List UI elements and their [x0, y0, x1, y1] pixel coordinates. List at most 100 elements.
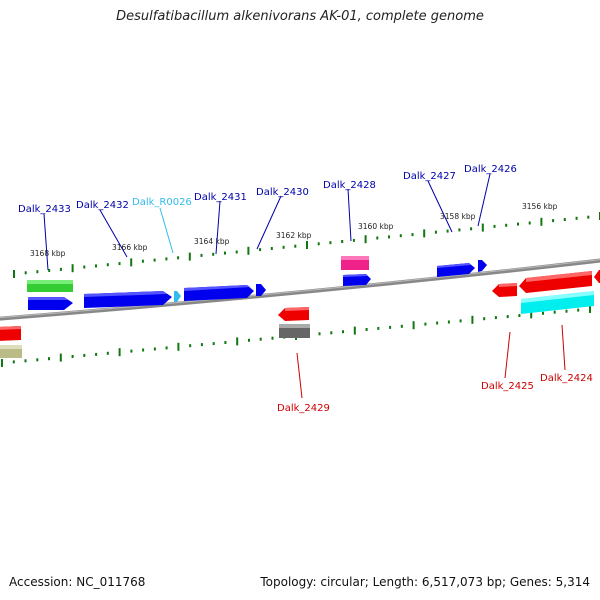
gene-Dalk_2427[interactable] — [437, 263, 475, 277]
gene-Dalk_2428-magenta[interactable] — [341, 256, 369, 270]
chromosome-backbone-highlight — [0, 259, 600, 319]
scale-label-3162: 3162 kbp — [276, 231, 312, 240]
upper-scale-tick — [118, 262, 121, 266]
upper-scale-tick — [71, 264, 74, 273]
lower-scale-tick — [424, 322, 427, 326]
upper-scale-tick — [153, 258, 156, 262]
upper-scale-tick — [95, 264, 97, 268]
scale-label-3158: 3158 kbp — [440, 212, 476, 221]
lower-scale-tick — [24, 359, 27, 363]
upper-scale-tick — [587, 215, 590, 219]
gene-Dalk_2433[interactable] — [28, 297, 73, 310]
upper-scale-tick — [306, 241, 308, 249]
upper-scale-tick — [24, 271, 27, 275]
upper-scale-tick — [212, 252, 215, 256]
upper-scale-tick — [48, 269, 51, 272]
upper-scale-tick — [364, 235, 367, 244]
gene-left-olive[interactable] — [0, 345, 22, 358]
upper-scale-tick — [282, 245, 285, 249]
label-Dalk_2430: Dalk_2430 — [256, 187, 309, 198]
upper-scale-tick — [141, 259, 144, 263]
lower-scale-tick — [506, 315, 509, 319]
lower-scale-tick — [530, 310, 533, 319]
lower-scale-tick — [236, 337, 239, 346]
upper-scale-tick — [36, 270, 39, 274]
lower-scale-tick — [471, 315, 474, 324]
lower-scale-tick — [212, 342, 215, 346]
upper-scale-tick — [411, 233, 414, 237]
lower-scale-tick — [459, 319, 462, 323]
upper-scale-tick — [446, 229, 449, 233]
scale-label-3156: 3156 kbp — [522, 202, 558, 211]
gene-Dalk_2424[interactable] — [519, 271, 592, 293]
lower-scale-tick — [553, 310, 556, 314]
lower-scale-tick — [483, 317, 486, 321]
gene-Dalk_2428[interactable] — [343, 274, 371, 286]
lower-scale-tick — [1, 359, 3, 367]
upper-scale-tick — [235, 250, 238, 254]
gene-Dalk_2424-cyan[interactable] — [521, 291, 594, 314]
lower-scale-tick — [565, 309, 568, 313]
label-Dalk_2425: Dalk_2425 — [481, 381, 534, 392]
lower-scale-tick — [95, 352, 98, 356]
label-Dalk_2426: Dalk_2426 — [464, 164, 517, 175]
upper-scale-tick — [517, 222, 519, 226]
lower-scale-tick — [189, 344, 192, 348]
lower-scale-tick — [447, 320, 450, 324]
gene-Dalk_2425[interactable] — [492, 283, 517, 297]
lower-scale-tick — [353, 326, 356, 335]
accession-label: Accession: NC_011768 — [9, 575, 146, 589]
genome-title: Desulfatibacillum alkenivorans AK-01, co… — [116, 9, 484, 24]
upper-scale-tick — [493, 224, 496, 228]
lower-scale-tick — [577, 308, 580, 312]
scale-label-3160: 3160 kbp — [358, 222, 394, 231]
upper-scale-tick — [552, 219, 555, 223]
lower-scale-tick — [165, 346, 168, 350]
upper-scale-tick — [399, 234, 402, 238]
label-Dalk_R0026: Dalk_R0026 — [132, 197, 192, 208]
upper-scale-tick — [200, 253, 203, 257]
upper-scale-tick — [341, 240, 344, 243]
lower-scale-tick — [118, 348, 121, 357]
label-Dalk_2432: Dalk_2432 — [76, 200, 129, 211]
gene-Dalk_2433-green[interactable] — [27, 280, 73, 292]
label-Dalk_2428: Dalk_2428 — [323, 180, 376, 191]
gene-Dalk_R0026[interactable] — [174, 291, 181, 302]
upper-scale-tick — [247, 246, 250, 255]
upper-scale-tick — [130, 258, 133, 267]
upper-scale-tick — [294, 244, 297, 248]
gene-Dalk_2432[interactable] — [84, 291, 172, 308]
gene-right-edge-red[interactable] — [594, 270, 600, 283]
upper-scale-tick — [13, 270, 15, 278]
gene-Dalk_2430[interactable] — [256, 284, 266, 296]
upper-scale-tick — [352, 238, 355, 242]
lower-scale-tick — [318, 332, 321, 336]
lower-scale-tick — [377, 326, 380, 330]
label-Dalk_2424: Dalk_2424 — [540, 373, 593, 384]
upper-scale-tick — [481, 223, 484, 232]
lower-scale-tick — [12, 360, 15, 364]
upper-scale-tick — [388, 235, 390, 239]
lower-scale-tick — [518, 314, 521, 317]
upper-scale-tick — [528, 221, 531, 225]
lower-scale-tick — [177, 342, 180, 351]
gene-left-red[interactable] — [0, 326, 21, 341]
gene-Dalk_2429-gray[interactable] — [279, 324, 310, 338]
gene-Dalk_2429[interactable] — [278, 307, 309, 321]
upper-scale-tick — [224, 251, 226, 255]
gene-Dalk_2431[interactable] — [184, 285, 254, 301]
upper-scale-tick — [165, 257, 168, 261]
gene-Dalk_2426[interactable] — [478, 260, 487, 272]
lower-scale-tick — [342, 330, 344, 334]
scale-label-3164: 3164 kbp — [194, 237, 230, 246]
lower-scale-tick — [589, 305, 591, 313]
label-Dalk_2431: Dalk_2431 — [194, 192, 247, 203]
upper-scale-tick — [259, 248, 262, 252]
lower-scale-tick — [400, 324, 403, 328]
lower-scale-tick — [436, 321, 439, 325]
scale-label-3168: 3168 kbp — [30, 249, 66, 258]
lower-scale-tick — [71, 355, 74, 358]
lower-scale-tick — [259, 337, 262, 341]
upper-scale-tick — [423, 229, 426, 238]
